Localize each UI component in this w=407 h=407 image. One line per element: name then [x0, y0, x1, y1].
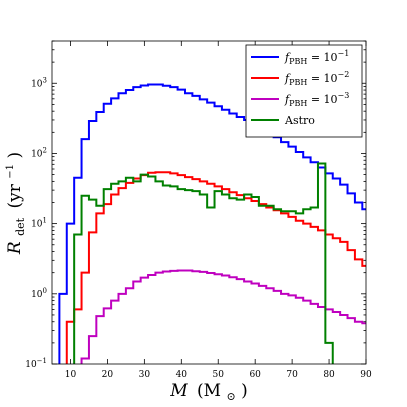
legend-label-part: = 10 — [307, 51, 337, 64]
y-axis-label: R det (yr −1 ) — [0, 152, 29, 255]
y-tick-label-base: 10 — [31, 220, 43, 230]
y-axis-label-unit: (yr — [5, 183, 25, 208]
y-axis-label-unit-sup: −1 — [5, 164, 16, 179]
y-tick-label-exp: 1 — [43, 217, 47, 225]
legend-label-part: −2 — [338, 70, 350, 79]
legend-label-part: Astro — [284, 114, 315, 127]
x-axis-label-unit: (M — [197, 381, 221, 401]
series-line-2 — [65, 171, 366, 364]
y-tick-label-exp: 0 — [43, 287, 47, 295]
legend-label-4: Astro — [284, 114, 315, 127]
legend-label-part: f — [284, 51, 291, 64]
x-axis-label-unit-sub: ⊙ — [227, 390, 236, 403]
x-tick-label: 70 — [286, 370, 298, 380]
legend-label-part: PBH — [289, 99, 307, 108]
y-tick-label-exp: 2 — [43, 146, 47, 154]
legend-label-part: = 10 — [307, 72, 337, 85]
legend-frame — [245, 44, 363, 138]
y-axis-label-unit-close: ) — [5, 152, 25, 159]
legend-label-part: f — [284, 72, 291, 85]
y-tick-label-exp: 3 — [43, 76, 47, 84]
legend-label-part: −3 — [338, 91, 350, 100]
x-tick-label: 60 — [249, 370, 261, 380]
series-line-4 — [73, 162, 334, 364]
y-tick-label-base: 10 — [25, 360, 37, 370]
legend-label-part: f — [284, 93, 291, 106]
legend-label-2: fPBH = 10−2 — [284, 70, 349, 87]
legend-label-part: = 10 — [307, 93, 337, 106]
x-tick-label: 10 — [65, 370, 77, 380]
y-tick-label: 102 — [31, 146, 47, 159]
legend-label-1: fPBH = 10−1 — [284, 49, 349, 66]
y-tick-label-base: 10 — [31, 79, 43, 89]
x-tick-label: 30 — [139, 370, 151, 380]
y-tick-label: 100 — [31, 287, 47, 300]
y-axis-label-main: R — [5, 241, 25, 255]
x-tick-label: 80 — [323, 370, 335, 380]
y-tick-label: 103 — [31, 76, 47, 89]
series-layer — [58, 83, 366, 364]
legend-label-part: PBH — [289, 57, 307, 66]
x-axis-label-main: M — [169, 381, 188, 401]
y-tick-label-base: 10 — [31, 149, 43, 159]
y-tick-label-exp: −1 — [37, 357, 47, 365]
legend-label-3: fPBH = 10−3 — [284, 91, 349, 108]
y-axis-label-sub: det — [14, 217, 27, 236]
x-tick-label: 90 — [360, 370, 372, 380]
legend-label-part: PBH — [289, 78, 307, 87]
x-axis-label-unit-close: ) — [241, 381, 248, 401]
plot-frame — [51, 40, 367, 365]
y-tick-label-base: 10 — [31, 290, 43, 300]
legend-label-part: −1 — [338, 49, 350, 58]
y-tick-label: 101 — [31, 217, 47, 230]
x-tick-label: 50 — [213, 370, 225, 380]
y-tick-label: 10−1 — [25, 357, 47, 370]
x-axis-label: M (M ⊙ ) — [169, 381, 248, 405]
x-tick-label: 40 — [176, 370, 188, 380]
x-tick-label: 20 — [102, 370, 114, 380]
